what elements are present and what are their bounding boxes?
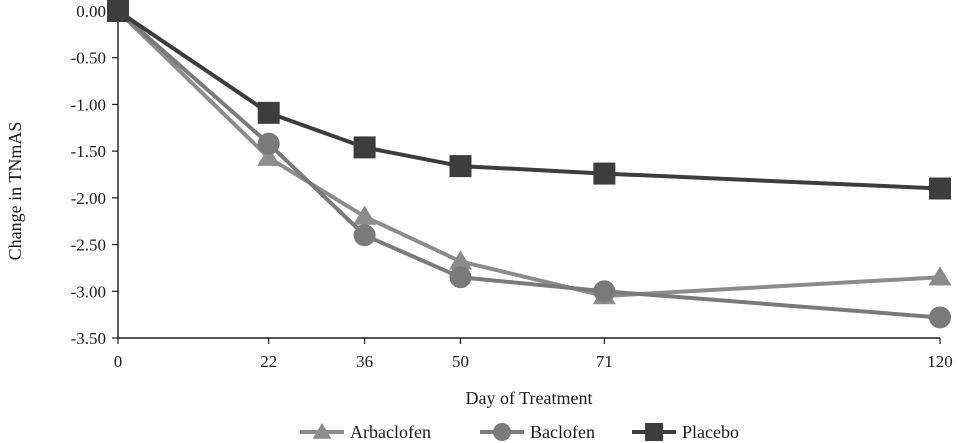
legend-label: Placebo: [682, 422, 739, 442]
arbaclofen-line: [116, 9, 941, 298]
x-tick-label: 120: [927, 352, 953, 371]
legend: Arbaclofen Baclofen Placebo: [300, 422, 739, 442]
x-tick-label: 22: [260, 352, 277, 371]
baclofen-line: [116, 9, 941, 320]
x-tick-label: 50: [452, 352, 469, 371]
arbaclofen-point: [353, 205, 377, 225]
baclofen-point: [257, 132, 280, 155]
x-tick-label: 36: [356, 352, 373, 371]
legend-label: Arbaclofen: [350, 422, 431, 442]
y-tick-label: -3.00: [71, 282, 106, 301]
axes: [117, 7, 940, 339]
baclofen-point: [353, 224, 376, 247]
placebo-point: [929, 177, 951, 200]
x-tick-label: 71: [596, 352, 613, 371]
legend-label: Baclofen: [530, 422, 595, 442]
y-tick-label: -1.50: [71, 142, 106, 161]
legend-swatch-marker: [645, 423, 663, 441]
placebo-point: [107, 0, 129, 22]
y-tick-label: -1.00: [71, 95, 106, 114]
placebo-line: [116, 9, 941, 191]
legend-item-arbaclofen: Arbaclofen: [300, 422, 431, 442]
baclofen-point: [929, 306, 951, 329]
y-tick-label: -0.50: [71, 49, 106, 68]
placebo-point: [257, 101, 280, 124]
y-tick-label: 0.00: [76, 2, 106, 21]
series-placebo: [107, 0, 951, 200]
y-tick-label: -3.50: [71, 329, 106, 348]
y-axis-title: Change in TNmAS: [5, 122, 25, 261]
y-tick-label: -2.50: [71, 236, 106, 255]
placebo-point: [449, 155, 472, 178]
x-axis-title: Day of Treatment: [466, 388, 593, 408]
arbaclofen-point: [928, 266, 952, 286]
arbaclofen-point: [448, 250, 473, 270]
y-tick-label: -2.00: [71, 189, 106, 208]
series-arbaclofen: [106, 0, 952, 305]
x-tick-label: 0: [114, 352, 123, 371]
legend-item-placebo: Placebo: [632, 422, 739, 442]
y-axis-ticks: 0.00 -0.50 -1.00 -1.50 -2.00 -2.50 -3.00 -3.50: [71, 2, 118, 348]
legend-swatch-marker: [312, 423, 332, 439]
series-layer: [106, 0, 952, 329]
legend-item-baclofen: Baclofen: [480, 422, 595, 442]
baclofen-point: [593, 280, 616, 303]
placebo-point: [353, 136, 376, 159]
x-axis-ticks: 0 22 36 50 71 120: [114, 338, 953, 371]
legend-swatch-marker: [493, 423, 511, 441]
baclofen-point: [449, 266, 472, 289]
arbaclofen-point: [257, 146, 281, 166]
placebo-point: [593, 162, 616, 185]
